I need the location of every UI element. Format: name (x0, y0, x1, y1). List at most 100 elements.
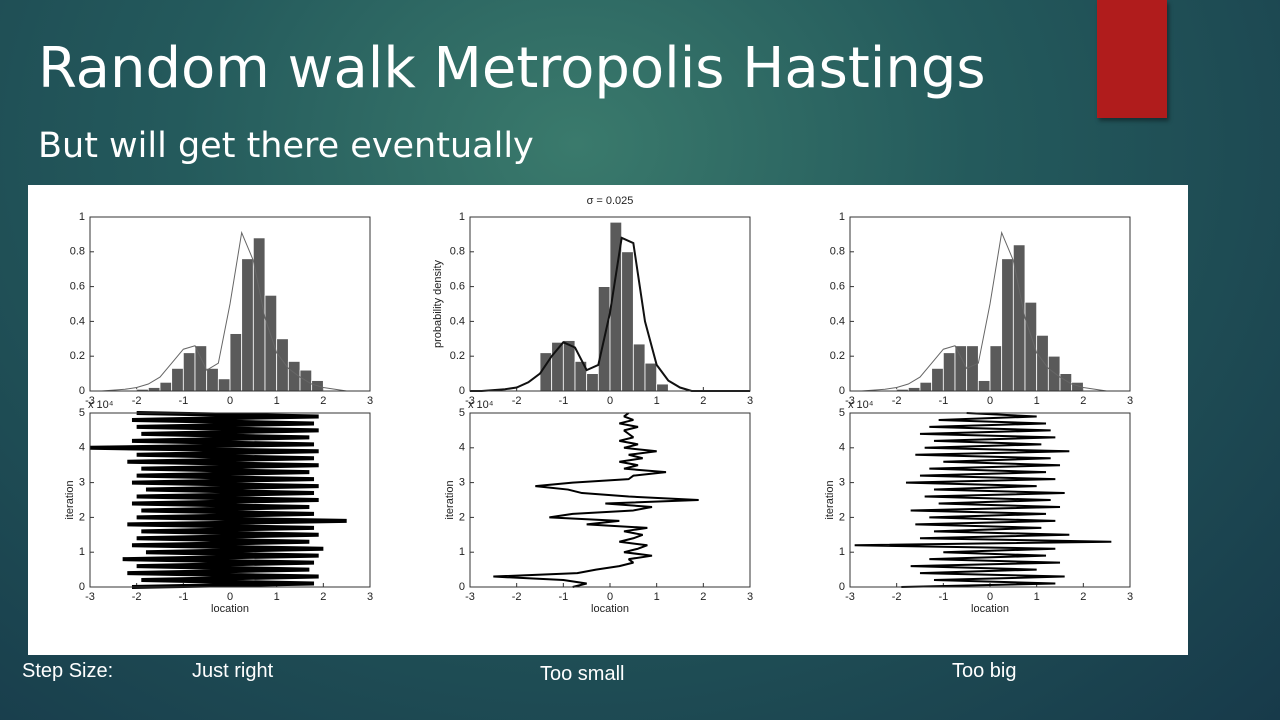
y-tick-label: 3 (839, 477, 845, 489)
x-tick-label: -1 (938, 395, 948, 407)
y-tick-label: 4 (459, 442, 465, 454)
y-tick-label: 0.4 (450, 315, 465, 327)
y-tick-label: 0 (839, 385, 845, 397)
y-tick-label: 0 (459, 385, 465, 397)
bar (194, 345, 208, 392)
x-tick-label: -2 (892, 395, 902, 407)
x-tick-label: -1 (558, 591, 568, 603)
y-tick-label: 1 (459, 211, 465, 223)
bar (264, 294, 278, 392)
bar (621, 251, 634, 392)
y-tick-label: 0.6 (70, 281, 85, 293)
x-tick-label: -1 (178, 591, 188, 603)
caption: Too big (952, 660, 1017, 682)
x-tick-label: 1 (274, 591, 280, 603)
x-tick-label: 2 (320, 591, 326, 603)
x-tick-label: -3 (845, 591, 855, 603)
trace-line (493, 412, 699, 588)
x-tick-label: 2 (700, 395, 706, 407)
bar (1047, 355, 1061, 392)
x-tick-label: 0 (227, 591, 233, 603)
slide-title: Random walk Metropolis Hastings (38, 36, 986, 101)
bar (977, 380, 991, 392)
bar (276, 338, 289, 392)
x-tick-label: 0 (607, 591, 613, 603)
y-tick-label: 4 (839, 442, 845, 454)
y-tick-label: 1 (839, 211, 845, 223)
y-tick-label: 2 (459, 511, 465, 523)
trace-line (854, 412, 1112, 588)
y-tick-label: 0.2 (830, 350, 845, 362)
bar (182, 352, 196, 392)
chart-panel: -3 -2 -1 0 1 2 3 0 0.2 0.4 0.6 0.8 1 -3 -2 -1 0 1 2 3 0 0.2 0.… (28, 185, 1188, 655)
bar (1036, 334, 1049, 392)
bar (989, 345, 1003, 392)
y-tick-label: 0 (79, 385, 85, 397)
x-tick-label: -2 (892, 591, 902, 603)
x-tick-label: -3 (465, 591, 475, 603)
axes-frame (469, 216, 751, 392)
x-tick-label: 3 (1127, 591, 1133, 603)
x-tick-label: 1 (654, 591, 660, 603)
bar (931, 367, 944, 392)
bar (171, 367, 184, 392)
x-tick-label: -1 (178, 395, 188, 407)
y-tick-label: 0.4 (830, 315, 845, 327)
x-tick-label: -3 (85, 395, 95, 407)
y-tick-label: 0.2 (450, 350, 465, 362)
y-tick-label: 2 (839, 511, 845, 523)
x-tick-label: 0 (987, 591, 993, 603)
x-tick-label: -2 (512, 591, 522, 603)
y-tick-label: 0 (459, 581, 465, 593)
y-axis-label: iteration (64, 480, 76, 519)
x-axis-label: location (971, 603, 1009, 615)
y-tick-label: 0.4 (70, 315, 85, 327)
bar (644, 362, 658, 392)
x-tick-label: 0 (227, 395, 233, 407)
y-axis-label: iteration (444, 480, 456, 519)
bar (1059, 373, 1073, 392)
x-tick-label: 3 (367, 395, 373, 407)
y-scale-label: x 10⁴ (848, 399, 874, 411)
bar (907, 387, 921, 392)
accent-bar (1097, 0, 1167, 118)
y-tick-label: 1 (79, 211, 85, 223)
bar (586, 373, 599, 392)
y-tick-label: 0.8 (450, 246, 465, 258)
y-axis-label: probability density (432, 259, 444, 348)
bar (942, 352, 956, 392)
x-tick-label: 2 (700, 591, 706, 603)
step-label: Step Size: (22, 660, 114, 682)
y-tick-label: 4 (79, 442, 85, 454)
x-tick-label: -1 (558, 395, 568, 407)
y-tick-label: 3 (459, 477, 465, 489)
x-axis-label: location (591, 603, 629, 615)
y-tick-label: 5 (79, 407, 85, 419)
x-tick-label: 2 (320, 395, 326, 407)
bar (147, 387, 161, 392)
y-tick-label: 1 (839, 546, 845, 558)
slide-subtitle: But will get there eventually (38, 126, 534, 166)
bar (966, 345, 979, 392)
y-tick-label: 0 (79, 581, 85, 593)
bar (562, 340, 576, 392)
y-scale-label: x 10⁴ (468, 399, 494, 411)
axes-frame (89, 412, 371, 588)
bar (206, 367, 219, 392)
axes-frame (849, 412, 1131, 588)
y-axis-label: iteration (824, 480, 836, 519)
y-tick-label: 0.8 (830, 246, 845, 258)
caption: Just right (192, 660, 274, 682)
bar (241, 258, 254, 392)
density-line (850, 230, 1130, 392)
x-tick-label: 1 (274, 395, 280, 407)
y-tick-label: 0.6 (450, 281, 465, 293)
bar (919, 381, 933, 392)
x-tick-label: 3 (1127, 395, 1133, 407)
x-tick-label: 2 (1080, 395, 1086, 407)
y-scale-label: x 10⁴ (88, 399, 114, 411)
density-line (90, 230, 370, 392)
x-tick-label: -3 (845, 395, 855, 407)
x-tick-label: -1 (938, 591, 948, 603)
y-tick-label: 5 (839, 407, 845, 419)
